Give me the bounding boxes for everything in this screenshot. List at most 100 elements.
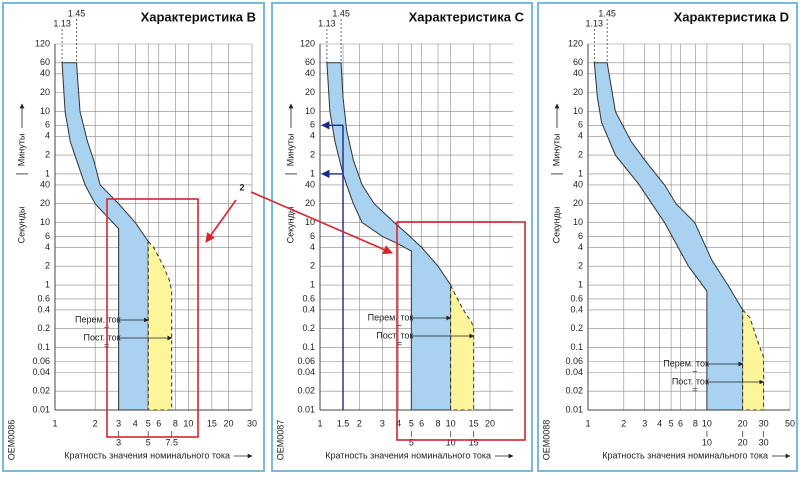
y-tick-label: 120 [300, 38, 315, 48]
y-tick-label: 0.2 [302, 323, 315, 333]
y-tick-label: 0.4 [302, 304, 315, 314]
x-tick-label: 15 [469, 418, 479, 428]
y-tick-label: 10 [305, 106, 315, 116]
x-tick-label: 2 [621, 418, 626, 428]
x-axis-label: Кратность значения номинального тока [64, 450, 230, 460]
y-tick-label: 4 [578, 131, 583, 141]
y-tick-label: 2 [310, 261, 315, 271]
y-tick-label: 6 [45, 231, 50, 241]
y-tick-label: 0.1 [302, 342, 315, 352]
y-tick-label: 0.01 [32, 404, 50, 414]
annotation-arrow [250, 191, 393, 254]
x-tick-label: 2 [357, 418, 362, 428]
y-label-seconds: Секунды [285, 207, 295, 244]
y-tick-label: 0.02 [565, 386, 583, 396]
top-mark-label: 1.13 [53, 18, 71, 28]
y-tick-label: 20 [40, 87, 50, 97]
top-mark-label: 1.45 [68, 8, 86, 18]
highlight-box [396, 221, 526, 441]
x-mark-label: 30 [759, 437, 769, 447]
y-label-seconds: Секунды [551, 207, 561, 244]
y-tick-label: 0.04 [32, 367, 50, 377]
x-tick-label: 50 [785, 418, 795, 428]
x-tick-label: 30 [759, 418, 769, 428]
figure-code: OEM0087 [275, 420, 285, 461]
chart-title: Характеристика B [141, 9, 256, 24]
y-tick-label: 10 [40, 106, 50, 116]
y-tick-label: 40 [305, 68, 315, 78]
x-tick-label: 5 [146, 418, 151, 428]
y-tick-label: 0.06 [32, 356, 50, 366]
y-tick-label: 0.04 [565, 367, 583, 377]
dc-label: Пост. ток [672, 376, 709, 386]
characteristic-band [742, 308, 765, 411]
chart-title: Характеристика C [409, 9, 525, 24]
y-tick-label: 6 [45, 120, 50, 130]
y-tick-label: 0.1 [570, 342, 583, 352]
x-mark-label: 3 [116, 437, 121, 447]
ac-symbol: ~ [397, 320, 402, 330]
y-tick-label: 0.1 [37, 342, 50, 352]
y-tick-label: 20 [573, 198, 583, 208]
top-mark-label: 1.45 [598, 8, 616, 18]
x-tick-label: 3 [116, 418, 121, 428]
x-mark-label: 10 [702, 437, 712, 447]
highlight-box [106, 198, 199, 438]
y-tick-label: 0.01 [297, 404, 315, 414]
x-tick-label: 20 [485, 418, 495, 428]
x-axis-label: Кратность значения номинального тока [602, 450, 768, 460]
x-mark-label: 20 [738, 437, 748, 447]
x-tick-label: 10 [446, 418, 456, 428]
x-tick-label: 6 [419, 418, 424, 428]
y-label-seconds: Секунды [16, 207, 26, 244]
y-tick-label: 1 [45, 279, 50, 289]
y-tick-label: 20 [305, 198, 315, 208]
y-tick-label: 0.6 [37, 293, 50, 303]
y-tick-label: 0.04 [297, 367, 315, 377]
y-tick-label: 60 [573, 57, 583, 67]
ac-label: Перем. ток [663, 358, 709, 368]
y-tick-label: 1 [578, 279, 583, 289]
y-tick-label: 120 [568, 38, 583, 48]
top-mark-label: 1.45 [332, 8, 350, 18]
x-mark-label: 5 [409, 437, 414, 447]
ac-symbol: ~ [692, 366, 697, 376]
characteristic-band [450, 284, 475, 411]
y-tick-label: 0.02 [32, 386, 50, 396]
x-tick-label: 8 [435, 418, 440, 428]
x-tick-label: 6 [678, 418, 683, 428]
annotation: 2 [239, 182, 244, 192]
y-tick-label: 120 [35, 38, 50, 48]
x-tick-label: 1 [317, 418, 322, 428]
y-tick-label: 0.2 [570, 323, 583, 333]
figure-code: OEM0086 [6, 420, 16, 461]
x-tick-label: 4 [133, 418, 138, 428]
y-tick-label: 0.06 [297, 356, 315, 366]
y-tick-label: 4 [45, 242, 50, 252]
dc-symbol: = [692, 384, 697, 394]
x-tick-label: 1 [585, 418, 590, 428]
y-tick-label: 0.4 [37, 304, 50, 314]
annotation-arrow [205, 199, 237, 243]
x-tick-label: 10 [183, 418, 193, 428]
y-tick-label: 0.6 [302, 293, 315, 303]
y-tick-label: 2 [45, 149, 50, 159]
y-tick-label: 40 [573, 179, 583, 189]
y-tick-label: 1 [45, 168, 50, 178]
y-tick-label: 4 [310, 131, 315, 141]
y-tick-label: 6 [310, 231, 315, 241]
y-tick-label: 10 [573, 217, 583, 227]
y-tick-label: 10 [573, 106, 583, 116]
x-tick-label: 1.5 [337, 418, 350, 428]
y-tick-label: 1 [578, 168, 583, 178]
y-tick-label: 2 [45, 261, 50, 271]
y-tick-label: 60 [305, 57, 315, 67]
y-label-minutes: Минуты [16, 134, 26, 167]
x-tick-label: 5 [669, 418, 674, 428]
y-tick-label: 1 [310, 279, 315, 289]
y-tick-label: 0.6 [570, 293, 583, 303]
y-tick-label: 20 [573, 87, 583, 97]
y-tick-label: 60 [40, 57, 50, 67]
y-tick-label: 4 [578, 242, 583, 252]
x-tick-label: 3 [642, 418, 647, 428]
